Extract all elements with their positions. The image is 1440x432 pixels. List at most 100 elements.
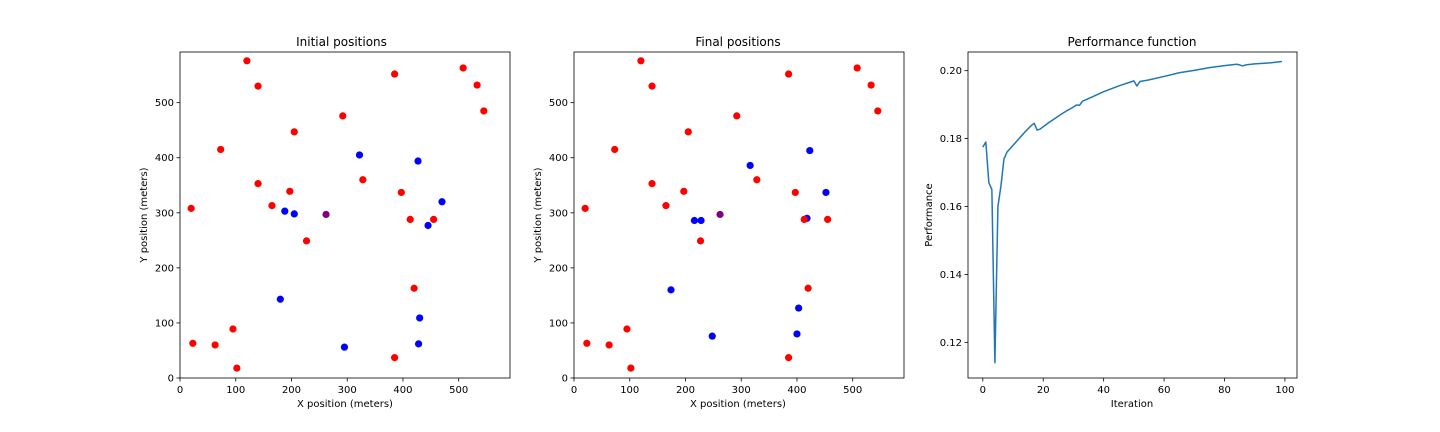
data-point	[791, 188, 799, 197]
y-tick-label: 400	[155, 153, 174, 164]
chart-title: Initial positions	[296, 35, 387, 49]
data-point	[286, 187, 294, 195]
tick-labels: 0 100 200 300 400 500 0 100 200 300 400 500	[155, 98, 468, 396]
data-point	[605, 341, 613, 349]
data-point	[281, 207, 289, 215]
data-point	[716, 210, 724, 219]
data-point	[583, 339, 591, 347]
data-point	[359, 176, 367, 184]
x-tick-label: 80	[1218, 385, 1231, 396]
data-point	[662, 202, 670, 210]
data-point	[414, 157, 422, 165]
data-point	[874, 107, 882, 115]
plot-frame	[967, 51, 1298, 379]
data-point	[648, 82, 656, 90]
data-point	[793, 330, 801, 338]
panel-initial-positions: Initial positions 0 100 200 300 400 500 0 100 20…	[139, 35, 511, 410]
plot-frame	[573, 51, 905, 379]
data-point	[623, 325, 631, 333]
data-point	[684, 128, 692, 136]
data-point	[424, 221, 432, 230]
data-point	[648, 180, 656, 188]
x-tick-label: 60	[1158, 385, 1171, 396]
tick-labels: 0 100 200 300 400 500 0 100 200 300 400 500	[549, 98, 862, 396]
data-point	[697, 216, 705, 225]
x-tick-label: 100	[226, 385, 245, 396]
data-point	[414, 340, 423, 348]
y-tick-label: 200	[549, 263, 568, 274]
data-point	[822, 188, 830, 197]
data-point	[290, 210, 298, 218]
data-point	[480, 107, 488, 115]
tick-labels: 0 20 40 60 80 100 0.12 0.14 0.16 0.18 0.20	[940, 66, 1295, 396]
chart-title: Final positions	[695, 35, 780, 49]
data-point	[611, 145, 619, 154]
scatter-points	[581, 57, 882, 372]
y-tick-label: 0.14	[940, 270, 962, 281]
data-point	[406, 215, 414, 224]
data-point	[785, 354, 793, 362]
data-point	[696, 237, 705, 245]
data-point	[340, 343, 349, 351]
data-point	[708, 332, 716, 340]
x-axis-label: Iteration	[1111, 399, 1153, 410]
data-point	[187, 204, 195, 212]
x-tick-label: 500	[449, 385, 468, 396]
data-point	[785, 70, 793, 78]
y-tick-label: 0	[168, 374, 174, 385]
data-point	[217, 145, 225, 154]
data-point	[397, 188, 405, 197]
data-point	[867, 81, 875, 89]
y-tick-label: 500	[549, 98, 568, 109]
data-point	[853, 64, 861, 72]
data-point	[410, 284, 418, 292]
data-point	[680, 187, 688, 195]
data-point	[637, 57, 645, 65]
panel-final-positions: Final positions 0 100 200 300 400 500 0 100 200 3…	[533, 35, 905, 410]
data-point	[276, 295, 284, 303]
data-point	[268, 202, 276, 210]
data-point	[667, 286, 675, 294]
data-point	[824, 215, 832, 224]
data-point	[290, 128, 298, 136]
y-tick-label: 0	[562, 374, 568, 385]
data-point	[753, 176, 761, 184]
x-tick-label: 300	[338, 385, 357, 396]
x-tick-label: 20	[1037, 385, 1050, 396]
y-axis-label: Performance	[924, 183, 935, 246]
x-tick-label: 0	[571, 385, 577, 396]
plot-frame	[179, 51, 511, 379]
data-point	[233, 364, 241, 372]
data-point	[391, 70, 399, 78]
y-tick-label: 0.20	[940, 66, 962, 77]
y-tick-label: 500	[155, 98, 174, 109]
x-tick-label: 200	[282, 385, 301, 396]
data-point	[254, 82, 262, 90]
data-point	[430, 215, 438, 224]
x-tick-label: 200	[676, 385, 695, 396]
y-axis-label: Y position (meters)	[139, 167, 150, 263]
x-tick-label: 0	[177, 385, 183, 396]
scatter-points	[187, 57, 488, 372]
x-tick-label: 300	[732, 385, 751, 396]
data-point	[189, 339, 197, 347]
y-tick-label: 400	[549, 153, 568, 164]
data-point	[438, 198, 446, 206]
data-point	[473, 81, 481, 89]
x-tick-label: 0	[980, 385, 986, 396]
data-point	[302, 237, 311, 245]
panel-performance-function: Performance function 0 20 40 60 80 100 0.12 0.1…	[924, 35, 1298, 410]
x-tick-label: 100	[1275, 385, 1294, 396]
x-axis-label: X position (meters)	[690, 399, 786, 410]
data-point	[339, 112, 347, 120]
x-axis-label: X position (meters)	[297, 399, 393, 410]
data-point	[254, 180, 262, 188]
data-point	[795, 304, 803, 312]
data-point	[416, 314, 424, 322]
data-point	[806, 146, 814, 155]
y-tick-label: 200	[155, 263, 174, 274]
data-point	[746, 161, 754, 170]
x-tick-label: 400	[393, 385, 412, 396]
data-point	[627, 364, 635, 372]
